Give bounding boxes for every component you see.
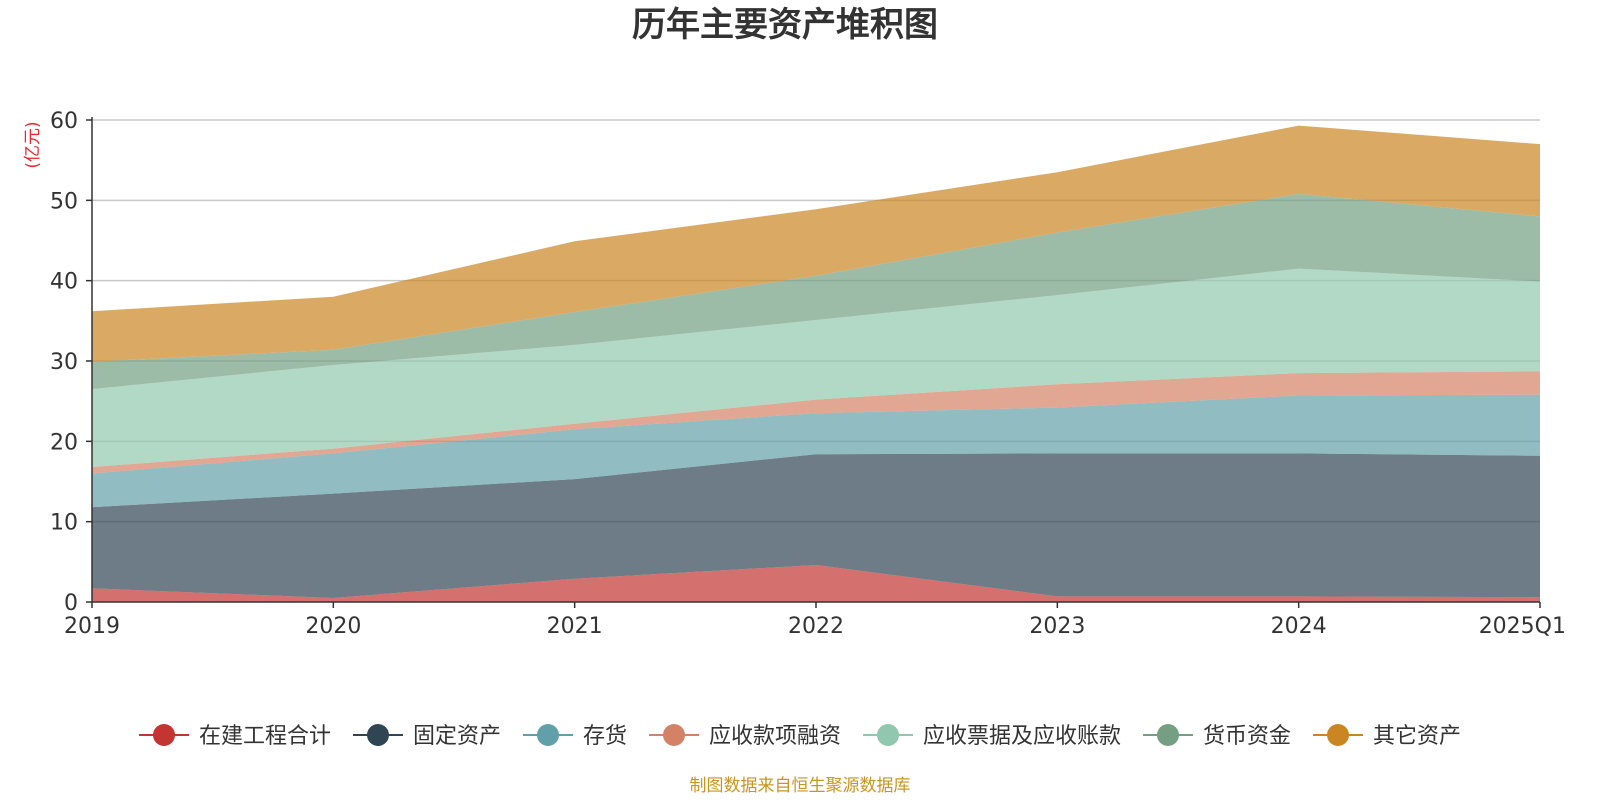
- y-tick-label: 60: [50, 109, 78, 134]
- x-tick-labels: 2019 2020 2021 2022 2023 2024 2025Q1: [64, 602, 1566, 639]
- legend: 在建工程合计 固定资产 存货 应收款项融资 应收票据及应收账款 货币资金 其它资产: [139, 724, 1461, 749]
- legend-label: 应收票据及应收账款: [923, 724, 1121, 749]
- data-source-note: 制图数据来自恒生聚源数据库: [690, 776, 911, 796]
- legend-label: 存货: [583, 724, 627, 749]
- legend-label: 其它资产: [1373, 724, 1461, 749]
- legend-marker: [1157, 724, 1179, 746]
- legend-item-6: 其它资产: [1313, 724, 1461, 749]
- area-series-group: [92, 125, 1540, 602]
- legend-label: 固定资产: [413, 724, 501, 749]
- y-tick-label: 20: [50, 430, 78, 455]
- legend-marker: [663, 724, 685, 746]
- legend-marker: [367, 724, 389, 746]
- area-series-2: [92, 394, 1540, 508]
- legend-item-4: 应收票据及应收账款: [863, 724, 1121, 749]
- chart-title: 历年主要资产堆积图: [632, 5, 938, 45]
- legend-item-5: 货币资金: [1143, 724, 1291, 749]
- legend-marker: [1327, 724, 1349, 746]
- x-tick-label: 2019: [64, 614, 120, 639]
- x-tick-label: 2024: [1271, 614, 1327, 639]
- legend-item-0: 在建工程合计: [139, 724, 331, 749]
- legend-marker: [153, 724, 175, 746]
- x-tick-label: 2022: [788, 614, 844, 639]
- y-tick-label: 50: [50, 189, 78, 214]
- legend-label: 在建工程合计: [199, 724, 331, 749]
- x-tick-label: 2020: [305, 614, 361, 639]
- y-tick-labels: 0 10 20 30 40 50 60: [50, 109, 92, 616]
- area-series-6: [92, 125, 1540, 362]
- legend-label: 应收款项融资: [709, 724, 841, 749]
- x-tick-label: 2021: [547, 614, 603, 639]
- x-tick-label: 2023: [1029, 614, 1085, 639]
- y-tick-label: 10: [50, 511, 78, 536]
- legend-label: 货币资金: [1203, 724, 1291, 749]
- area-series-3: [92, 371, 1540, 474]
- legend-item-1: 固定资产: [353, 724, 501, 749]
- legend-marker: [537, 724, 559, 746]
- legend-item-2: 存货: [523, 724, 627, 749]
- y-tick-label: 0: [64, 591, 78, 616]
- area-series-0: [92, 565, 1540, 602]
- legend-item-3: 应收款项融资: [649, 724, 841, 749]
- x-tick-label: 2025Q1: [1479, 614, 1566, 639]
- y-tick-label: 40: [50, 270, 78, 295]
- area-series-1: [92, 453, 1540, 598]
- y-tick-label: 30: [50, 350, 78, 375]
- area-series-5: [92, 193, 1540, 390]
- legend-marker: [877, 724, 899, 746]
- area-series-4: [92, 268, 1540, 467]
- y-axis-unit-label: (亿元): [23, 121, 43, 168]
